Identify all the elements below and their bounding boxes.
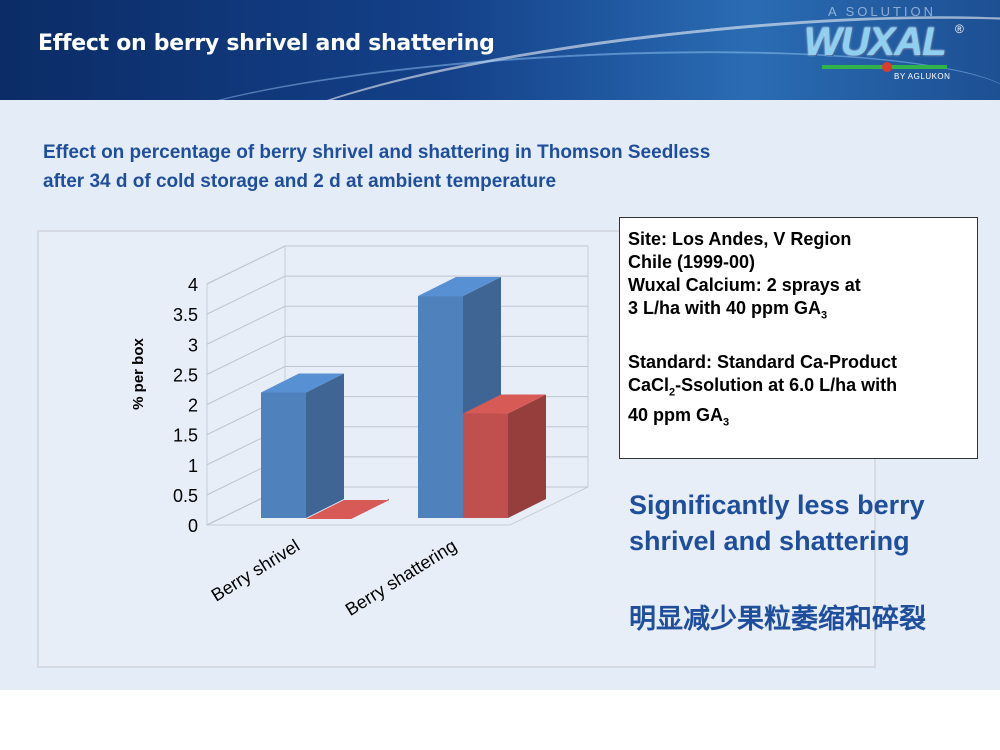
logo-red-dot [882, 62, 892, 72]
logo-tagline: A SOLUTION [828, 4, 937, 19]
chart-subtitle: Effect on percentage of berry shrivel an… [43, 138, 943, 196]
y-tick-label: 2 [188, 396, 198, 416]
info-cacl-sub: 2 [669, 386, 676, 399]
gridline [206, 305, 588, 345]
gridline [206, 245, 588, 285]
info-spacer [628, 328, 969, 351]
bar [463, 413, 508, 518]
info-ga-sub: 3 [723, 416, 730, 429]
site-info-box: Site: Los Andes, V Region Chile (1999-00… [619, 217, 978, 459]
y-tick-label: 1 [188, 456, 198, 476]
info-standard: Standard: Standard Ca-Product [628, 351, 898, 372]
y-tick-label: 0 [188, 516, 198, 536]
info-country: Chile (1999-00) [628, 252, 756, 272]
info-standard-solution: CaCl2-Ssolution at 6.0 L/ha with [628, 374, 969, 405]
info-ga-text: 40 ppm GA [628, 405, 724, 426]
conclusion-chinese: 明显减少果粒萎缩和碎裂 [629, 604, 926, 635]
bar-side-face [508, 394, 546, 518]
y-tick-label: 2.5 [173, 365, 198, 385]
gridline [206, 335, 588, 375]
info-wuxal-rate-text: 3 L/ha with 40 ppm GA [628, 298, 822, 318]
bar [261, 392, 306, 518]
header-banner: Effect on berry shrivel and shattering A… [0, 0, 1000, 100]
bar-top-face [463, 394, 546, 414]
bar-top-face [261, 373, 344, 393]
info-standard-ga: 40 ppm GA3 [628, 404, 969, 435]
info-site: Site: Los Andes, V Region [628, 229, 852, 249]
bar-side-face [306, 373, 344, 518]
logo-wordmark: WUXAL [804, 20, 947, 64]
info-wuxal-rate: 3 L/ha with 40 ppm GA3 [628, 297, 969, 328]
y-tick-label: 1.5 [173, 426, 198, 446]
y-tick-label: 3 [188, 335, 198, 355]
subtitle-line-2: after 34 d of cold storage and 2 d at am… [43, 171, 557, 192]
subtitle-line-1: Effect on percentage of berry shrivel an… [43, 142, 711, 163]
gridline [206, 275, 588, 315]
logo-byline: BY AGLUKON [894, 72, 951, 81]
info-solution-text: -Ssolution at 6.0 L/ha with [675, 374, 898, 395]
x-category-label: Berry shattering [342, 535, 460, 619]
bar-chart: 0 0.5 1 1.5 2 2.5 3 3.5 4 % per box Berry shrivel B… [130, 245, 589, 620]
logo-registered-mark: ® [955, 22, 964, 36]
info-wuxal-sprays: Wuxal Calcium: 2 sprays at [628, 275, 861, 295]
y-tick-label: 3.5 [173, 305, 198, 325]
info-wuxal-rate-sub: 3 [821, 309, 828, 322]
y-tick-label: 4 [188, 275, 198, 295]
conclusion-english: Significantly less berry shrivel and sha… [629, 490, 925, 556]
bar-top-face [306, 499, 389, 519]
x-category-label: Berry shrivel [208, 535, 303, 605]
bar [418, 296, 463, 518]
info-cacl-text: CaCl [628, 374, 670, 395]
wuxal-logo: A SOLUTION WUXAL ® BY AGLUKON [798, 4, 978, 94]
slide-title: Effect on berry shrivel and shattering [38, 31, 495, 56]
y-tick-label: 0.5 [173, 486, 198, 506]
bar-top-face [418, 277, 501, 297]
y-axis-label: % per box [130, 338, 147, 410]
